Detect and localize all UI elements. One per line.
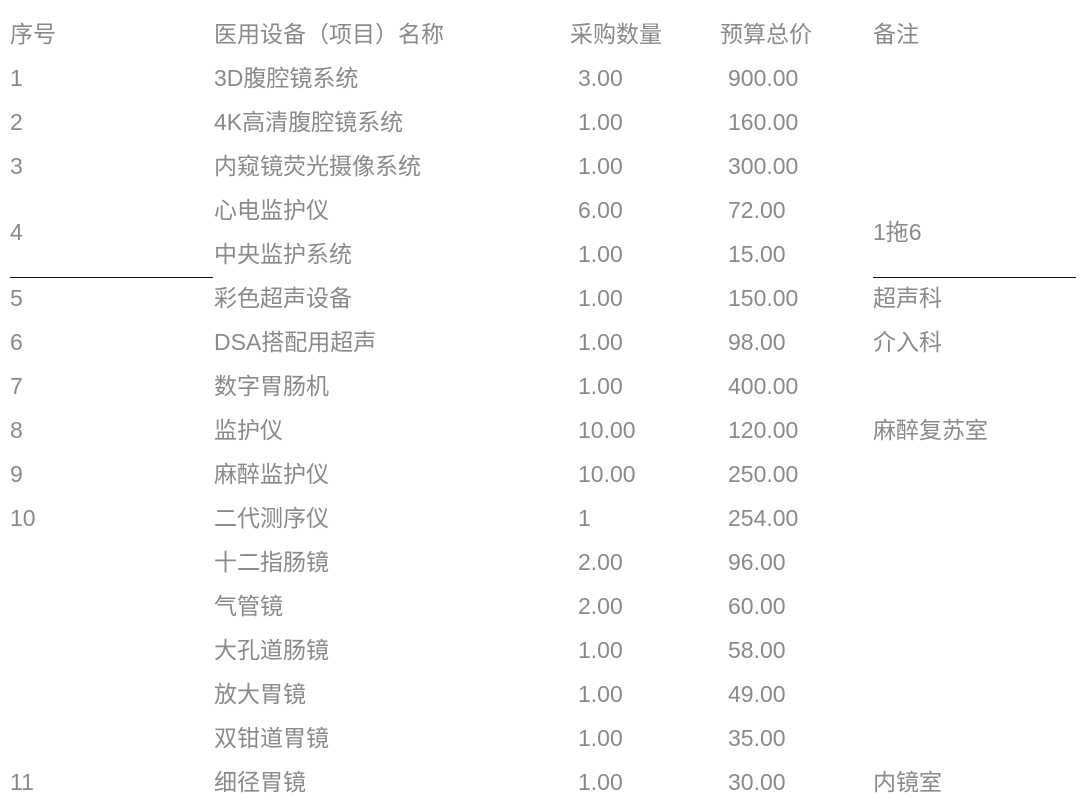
equipment-name: 双钳道胃镜 [214,725,329,751]
row-number: 10 [10,505,36,531]
purchase-quantity: 10.00 [578,461,636,487]
purchase-quantity: 1.00 [578,681,623,707]
budget-total: 98.00 [728,329,786,355]
budget-total: 35.00 [728,725,786,751]
divider-left [10,277,213,278]
equipment-name: 4K高清腹腔镜系统 [214,109,404,135]
budget-total: 72.00 [728,197,786,223]
budget-total: 15.00 [728,241,786,267]
purchase-quantity: 1.00 [578,241,623,267]
row-number: 5 [10,285,23,311]
row-number: 6 [10,329,23,355]
header-qty: 采购数量 [570,21,662,47]
equipment-name: 中央监护系统 [214,241,352,267]
budget-total: 58.00 [728,637,786,663]
budget-total: 300.00 [728,153,799,179]
equipment-name: 十二指肠镜 [214,549,329,575]
row-number: 3 [10,153,23,179]
row-number: 7 [10,373,23,399]
budget-total: 96.00 [728,549,786,575]
header-price: 预算总价 [720,21,812,47]
equipment-name: 细径胃镜 [214,769,306,795]
purchase-quantity: 1.00 [578,109,623,135]
purchase-quantity: 3.00 [578,65,623,91]
equipment-name: 彩色超声设备 [214,285,352,311]
purchase-quantity: 2.00 [578,593,623,619]
equipment-name: 二代测序仪 [214,505,329,531]
purchase-quantity: 1.00 [578,769,623,795]
equipment-name: 气管镜 [214,593,283,619]
equipment-name: 放大胃镜 [214,681,306,707]
purchase-quantity: 1.00 [578,329,623,355]
row-number: 1 [10,65,23,91]
row-remark: 1拖6 [873,219,922,245]
purchase-quantity: 2.00 [578,549,623,575]
divider-right [873,277,1076,278]
budget-total: 150.00 [728,285,799,311]
equipment-name: DSA搭配用超声 [214,329,377,355]
equipment-name: 心电监护仪 [214,197,329,223]
header-remark: 备注 [873,21,919,47]
row-number: 11 [10,769,34,795]
row-remark: 内镜室 [873,769,942,795]
row-number: 2 [10,109,23,135]
purchase-quantity: 1.00 [578,285,623,311]
row-number: 4 [10,219,23,245]
purchase-quantity: 10.00 [578,417,636,443]
row-remark: 麻醉复苏室 [873,417,988,443]
budget-total: 900.00 [728,65,799,91]
budget-total: 400.00 [728,373,799,399]
budget-total: 60.00 [728,593,786,619]
row-remark: 超声科 [873,285,942,311]
equipment-name: 数字胃肠机 [214,373,329,399]
purchase-quantity: 1.00 [578,373,623,399]
equipment-name: 3D腹腔镜系统 [214,65,359,91]
budget-total: 49.00 [728,681,786,707]
purchase-quantity: 1.00 [578,153,623,179]
purchase-quantity: 6.00 [578,197,623,223]
budget-total: 160.00 [728,109,799,135]
row-remark: 介入科 [873,329,942,355]
row-number: 8 [10,417,23,443]
purchase-quantity: 1 [578,505,591,531]
equipment-name: 麻醉监护仪 [214,461,329,487]
row-number: 9 [10,461,23,487]
header-name: 医用设备（项目）名称 [214,21,444,47]
equipment-name: 监护仪 [214,417,283,443]
header-no: 序号 [10,21,56,47]
equipment-name: 内窥镜荧光摄像系统 [214,153,421,179]
equipment-name: 大孔道肠镜 [214,637,329,663]
purchase-quantity: 1.00 [578,725,623,751]
purchase-quantity: 1.00 [578,637,623,663]
budget-total: 254.00 [728,505,799,531]
budget-total: 120.00 [728,417,799,443]
budget-total: 30.00 [728,769,786,795]
budget-total: 250.00 [728,461,799,487]
